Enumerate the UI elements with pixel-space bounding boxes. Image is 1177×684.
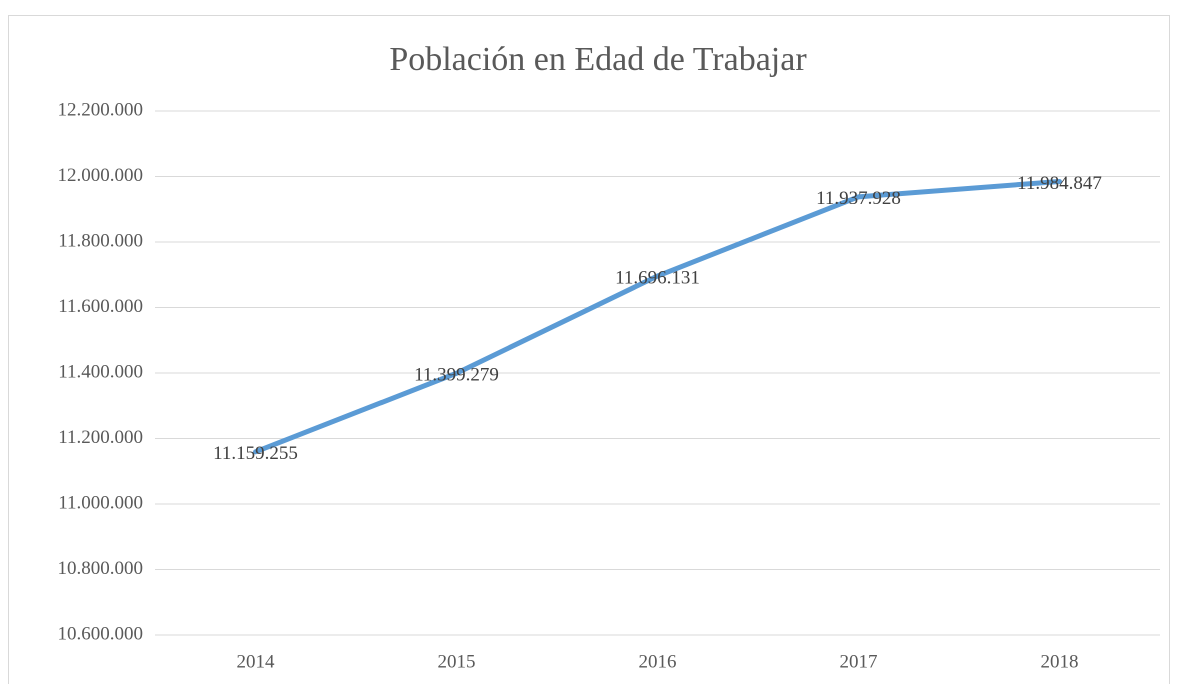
y-tick-label: 11.200.000 xyxy=(58,427,143,448)
y-tick-label: 11.800.000 xyxy=(58,230,143,251)
data-label: 11.159.255 xyxy=(213,443,298,464)
chart-title: Población en Edad de Trabajar xyxy=(389,41,807,78)
y-tick-label: 10.800.000 xyxy=(58,558,144,579)
x-tick-label: 2017 xyxy=(840,651,878,672)
data-label: 11.696.131 xyxy=(615,267,700,288)
x-tick-label: 2016 xyxy=(639,651,677,672)
y-tick-label: 12.200.000 xyxy=(58,99,144,120)
y-tick-label: 12.000.000 xyxy=(58,165,144,186)
y-tick-label: 11.400.000 xyxy=(58,361,143,382)
data-label: 11.937.928 xyxy=(816,188,901,209)
x-tick-label: 2014 xyxy=(237,651,276,672)
y-tick-label: 11.600.000 xyxy=(58,296,143,317)
x-tick-label: 2015 xyxy=(438,651,476,672)
chart-border xyxy=(8,15,1170,684)
y-tick-label: 10.600.000 xyxy=(58,623,144,644)
y-tick-label: 11.000.000 xyxy=(58,492,143,513)
series-line xyxy=(253,178,1062,455)
x-tick-label: 2018 xyxy=(1041,651,1079,672)
data-label: 11.984.847 xyxy=(1017,173,1102,194)
data-label: 11.399.279 xyxy=(414,365,499,386)
